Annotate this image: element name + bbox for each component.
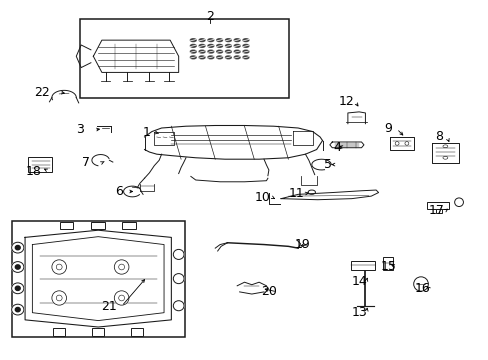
Bar [28, 157, 52, 172]
Ellipse shape [52, 291, 66, 305]
Ellipse shape [207, 56, 213, 59]
Ellipse shape [12, 283, 24, 294]
Ellipse shape [225, 56, 231, 59]
Text: 18: 18 [26, 165, 41, 177]
Ellipse shape [225, 39, 231, 41]
Polygon shape [281, 190, 378, 200]
Text: 16: 16 [414, 282, 429, 295]
Text: 5: 5 [324, 158, 332, 171]
Ellipse shape [225, 50, 231, 53]
Ellipse shape [52, 260, 66, 274]
Ellipse shape [234, 39, 240, 41]
Bar [131, 328, 143, 336]
Ellipse shape [243, 56, 248, 59]
Bar [350, 261, 374, 270]
Text: 9: 9 [384, 122, 391, 135]
Bar [435, 209, 442, 213]
Text: 13: 13 [350, 306, 366, 319]
Ellipse shape [190, 39, 196, 41]
Ellipse shape [234, 56, 240, 59]
Ellipse shape [225, 44, 231, 47]
Bar [80, 19, 289, 98]
Ellipse shape [243, 44, 248, 47]
Ellipse shape [199, 44, 204, 47]
Ellipse shape [173, 249, 183, 260]
Ellipse shape [173, 274, 183, 284]
Ellipse shape [234, 50, 240, 53]
Ellipse shape [243, 50, 248, 53]
Text: 22: 22 [34, 86, 50, 99]
Ellipse shape [243, 39, 248, 41]
Ellipse shape [173, 301, 183, 311]
Text: 8: 8 [435, 130, 443, 144]
Bar [12, 221, 184, 337]
Ellipse shape [114, 291, 129, 305]
Ellipse shape [199, 50, 204, 53]
Bar [60, 222, 73, 229]
Text: 19: 19 [295, 238, 310, 251]
Ellipse shape [207, 50, 213, 53]
Ellipse shape [15, 307, 20, 312]
Bar [427, 202, 448, 210]
Ellipse shape [15, 265, 20, 269]
Text: 1: 1 [143, 126, 151, 139]
Ellipse shape [234, 44, 240, 47]
Text: 12: 12 [338, 95, 354, 108]
Ellipse shape [190, 56, 196, 59]
Ellipse shape [15, 286, 20, 291]
Text: 4: 4 [332, 141, 341, 154]
Ellipse shape [190, 44, 196, 47]
Text: 11: 11 [288, 187, 304, 200]
Text: 2: 2 [206, 10, 214, 23]
Bar [122, 222, 136, 229]
Text: 7: 7 [82, 156, 90, 169]
Ellipse shape [12, 304, 24, 315]
Ellipse shape [216, 50, 222, 53]
Ellipse shape [207, 39, 213, 41]
Ellipse shape [114, 260, 129, 274]
Bar [91, 222, 104, 229]
Bar [383, 257, 392, 270]
Text: 17: 17 [428, 204, 444, 217]
Ellipse shape [216, 44, 222, 47]
Ellipse shape [199, 56, 204, 59]
Text: 3: 3 [76, 123, 84, 136]
Ellipse shape [12, 262, 24, 273]
Bar [92, 328, 104, 336]
Bar [53, 328, 65, 336]
Text: 21: 21 [102, 300, 117, 313]
Ellipse shape [216, 39, 222, 41]
Text: 20: 20 [261, 285, 276, 298]
Text: 10: 10 [255, 191, 270, 204]
Text: 15: 15 [380, 260, 395, 273]
Text: 14: 14 [350, 275, 366, 288]
Text: 6: 6 [115, 185, 123, 198]
Ellipse shape [190, 50, 196, 53]
Ellipse shape [207, 44, 213, 47]
Ellipse shape [15, 246, 20, 250]
Ellipse shape [199, 39, 204, 41]
Ellipse shape [216, 56, 222, 59]
Ellipse shape [12, 242, 24, 253]
